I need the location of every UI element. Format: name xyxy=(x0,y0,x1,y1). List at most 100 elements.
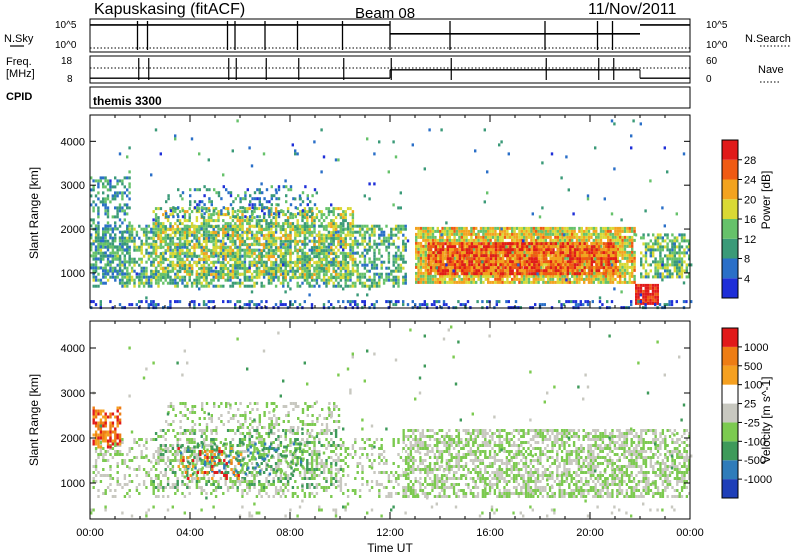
data-cell xyxy=(231,258,235,262)
data-cell xyxy=(346,243,350,247)
data-cell xyxy=(623,241,627,245)
data-cell xyxy=(453,226,456,230)
data-cell xyxy=(193,188,197,192)
data-cell xyxy=(212,272,215,276)
data-cell xyxy=(456,260,459,264)
data-cell xyxy=(621,250,624,254)
data-cell xyxy=(308,281,311,285)
data-cell xyxy=(441,254,445,258)
data-cell xyxy=(154,281,158,285)
data-cell xyxy=(109,233,112,237)
data-cell xyxy=(342,231,345,235)
data-cell xyxy=(183,219,187,223)
data-cell xyxy=(480,254,483,258)
data-cell xyxy=(174,248,177,252)
data-cell xyxy=(262,270,266,274)
data-cell xyxy=(609,262,612,266)
data-cell xyxy=(282,278,285,282)
data-cell xyxy=(621,235,624,239)
data-cell xyxy=(282,222,285,226)
data-cell xyxy=(351,224,355,228)
data-cell xyxy=(229,264,232,268)
data-cell xyxy=(419,265,423,269)
data-cell xyxy=(285,194,288,198)
data-cell xyxy=(351,227,355,231)
data-cell xyxy=(358,281,362,285)
data-cell xyxy=(250,272,254,276)
data-cell xyxy=(482,229,485,233)
data-cell xyxy=(123,248,126,252)
data-cell xyxy=(274,224,278,228)
data-cell xyxy=(539,277,543,281)
data-cell xyxy=(262,264,266,268)
data-cell xyxy=(226,207,230,211)
data-cell xyxy=(236,266,239,270)
data-cell xyxy=(439,238,442,242)
data-cell xyxy=(275,191,278,195)
data-cell xyxy=(219,261,223,265)
data-cell xyxy=(509,245,512,249)
data-cell xyxy=(631,250,634,254)
data-cell xyxy=(274,270,278,274)
data-cell xyxy=(265,246,268,250)
data-cell xyxy=(415,265,418,269)
data-cell xyxy=(289,237,292,241)
data-cell xyxy=(417,268,420,272)
data-cell xyxy=(277,236,280,240)
data-cell xyxy=(422,235,425,239)
data-cell xyxy=(547,274,550,278)
data-cell xyxy=(513,242,517,246)
data-cell xyxy=(99,200,102,204)
data-cell xyxy=(212,233,215,237)
data-cell xyxy=(382,233,386,237)
data-cell xyxy=(487,277,490,281)
data-cell xyxy=(554,235,557,239)
data-cell xyxy=(102,269,105,273)
data-cell xyxy=(439,248,442,252)
data-cell xyxy=(178,275,182,279)
data-cell xyxy=(284,213,287,217)
data-cell xyxy=(422,259,425,263)
data-cell xyxy=(205,255,208,259)
data-cell xyxy=(178,233,182,237)
data-cell xyxy=(631,253,634,257)
data-cell xyxy=(394,245,398,249)
data-cell xyxy=(446,272,450,276)
data-cell xyxy=(489,272,493,276)
data-cell xyxy=(250,219,254,223)
data-cell xyxy=(346,222,350,226)
data-cell xyxy=(145,266,148,270)
data-cell xyxy=(422,247,425,251)
data-cell xyxy=(515,235,519,239)
data-cell xyxy=(126,272,129,276)
data-cell xyxy=(489,229,492,233)
data-cell xyxy=(361,272,364,276)
data-cell xyxy=(332,248,335,252)
data-cell xyxy=(585,235,588,239)
data-cell xyxy=(118,257,122,261)
data-cell xyxy=(248,245,251,249)
data-cell xyxy=(623,268,627,272)
data-cell xyxy=(265,267,268,271)
data-cell xyxy=(286,237,290,241)
data-cell xyxy=(267,281,271,285)
data-cell xyxy=(162,252,165,256)
data-cell xyxy=(186,281,189,285)
data-cell xyxy=(504,248,507,252)
data-cell xyxy=(106,242,110,246)
data-cell xyxy=(332,213,335,217)
data-cell xyxy=(152,272,155,276)
data-cell xyxy=(501,248,505,252)
data-cell xyxy=(568,226,571,230)
data-cell xyxy=(494,277,497,281)
data-cell xyxy=(253,243,256,247)
data-cell xyxy=(556,280,559,284)
data-cell xyxy=(289,240,292,244)
data-cell xyxy=(463,274,466,278)
data-cell xyxy=(330,219,333,223)
data-cell xyxy=(583,235,586,239)
data-cell xyxy=(631,280,634,284)
data-cell xyxy=(167,215,170,219)
data-cell xyxy=(417,226,420,230)
data-cell xyxy=(243,207,247,211)
